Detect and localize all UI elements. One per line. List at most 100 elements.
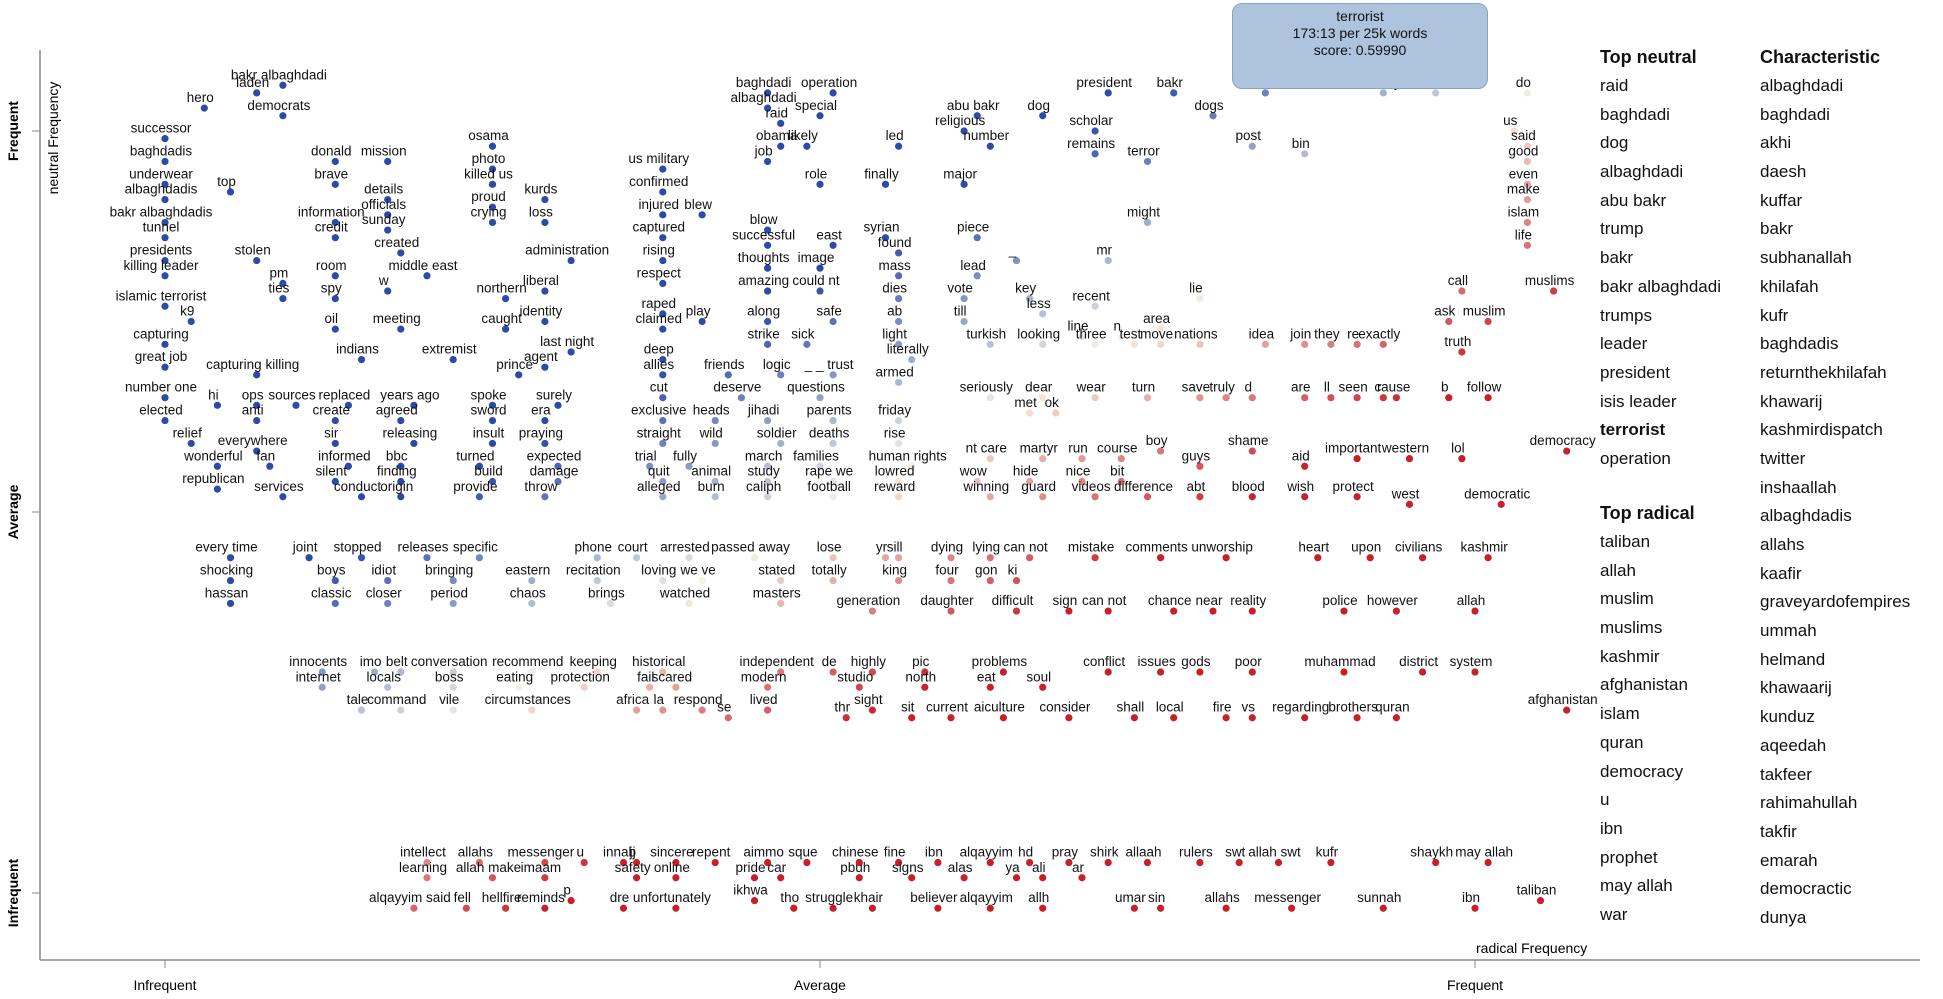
top-neutral-term[interactable]: operation <box>1600 448 1671 468</box>
term-dot <box>764 340 772 348</box>
term-label: pbuh <box>840 860 870 875</box>
top-radical-term[interactable]: quran <box>1600 732 1644 752</box>
term-label: western <box>1381 441 1429 456</box>
characteristic-term[interactable]: subhanallah <box>1760 248 1852 268</box>
top-radical-term[interactable]: afghanistan <box>1600 675 1688 695</box>
term-label: de <box>822 654 837 669</box>
top-radical-term[interactable]: ibn <box>1600 818 1623 838</box>
top-neutral-term[interactable]: president <box>1600 362 1670 382</box>
characteristic-term[interactable]: ummah <box>1760 621 1817 641</box>
term-dot <box>331 477 339 486</box>
term-dot <box>895 272 903 280</box>
term-dot <box>488 203 497 211</box>
term-label: dogs <box>1194 98 1224 113</box>
term-dot <box>1353 493 1361 501</box>
top-radical-term[interactable]: democracy <box>1600 761 1684 781</box>
characteristic-term[interactable]: twitter <box>1760 448 1806 468</box>
top-neutral-term[interactable]: trumps <box>1600 305 1652 325</box>
term-dot <box>816 462 824 470</box>
top-radical-term[interactable]: prophet <box>1600 847 1658 867</box>
term-dot <box>816 264 824 272</box>
term-label: rising <box>643 243 675 258</box>
term-label: dre <box>610 890 630 905</box>
term-label: ties <box>268 281 289 296</box>
characteristic-term[interactable]: khawarij <box>1760 391 1823 411</box>
top-neutral-term[interactable]: raid <box>1600 76 1629 95</box>
characteristic-term[interactable]: inshaallah <box>1760 477 1837 497</box>
term-label: services <box>254 479 304 494</box>
top-radical-term[interactable]: islam <box>1600 704 1640 724</box>
top-neutral-term[interactable]: isis leader <box>1600 391 1677 411</box>
top-neutral-term[interactable]: dog <box>1600 133 1629 153</box>
term-dot <box>829 576 837 585</box>
tooltip-score: score: 0.59990 <box>1313 42 1407 58</box>
term-dot <box>1039 904 1047 912</box>
characteristic-term[interactable]: kuffar <box>1760 190 1803 210</box>
term-dot <box>999 714 1008 722</box>
characteristic-term[interactable]: albaghdadis <box>1760 506 1852 526</box>
top-radical-term[interactable]: u <box>1600 790 1610 810</box>
top-radical-term[interactable]: taliban <box>1600 532 1651 551</box>
characteristic-term[interactable]: kufr <box>1760 305 1789 325</box>
characteristic-term[interactable]: khilafah <box>1760 276 1819 296</box>
characteristic-term[interactable]: emarah <box>1760 850 1818 870</box>
y-tick-label: Infrequent <box>5 858 21 927</box>
characteristic-term[interactable]: helmand <box>1760 649 1826 669</box>
term-dot <box>200 104 208 112</box>
characteristic-term[interactable]: kunduz <box>1760 707 1815 727</box>
top-radical-term[interactable]: allah <box>1600 560 1636 580</box>
top-neutral-term[interactable]: terrorist <box>1600 420 1666 440</box>
characteristic-term[interactable]: graveyardofempires <box>1760 592 1911 612</box>
characteristic-term[interactable]: aqeedah <box>1760 735 1827 755</box>
term-dot <box>1392 714 1400 722</box>
term-dot <box>397 249 405 257</box>
characteristic-term[interactable]: khawaarij <box>1760 678 1832 698</box>
term-label: join <box>1289 326 1311 341</box>
top-neutral-term[interactable]: leader <box>1600 334 1648 354</box>
characteristic-term[interactable]: rahimahullah <box>1760 793 1858 813</box>
top-radical-term[interactable]: may allah <box>1600 876 1673 896</box>
top-neutral-term[interactable]: bakr albaghdadi <box>1600 276 1721 296</box>
term-label: details <box>364 182 403 197</box>
top-radical-term[interactable]: war <box>1600 904 1628 924</box>
term-dot <box>986 142 994 150</box>
top-neutral-term[interactable]: abu bakr <box>1600 190 1667 210</box>
characteristic-term[interactable]: baghdadi <box>1760 104 1830 124</box>
term-dot <box>1091 150 1099 158</box>
term-label: police <box>1322 593 1357 608</box>
term-label: independent <box>740 654 815 669</box>
term-dot <box>1523 180 1531 188</box>
top-neutral-term[interactable]: trump <box>1600 219 1644 239</box>
characteristic-term[interactable]: daesh <box>1760 162 1807 182</box>
characteristic-term[interactable]: takfir <box>1760 821 1797 841</box>
top-neutral-term[interactable]: albaghdadi <box>1600 162 1684 182</box>
term-label: swt <box>1225 845 1245 860</box>
top-radical-term[interactable]: kashmir <box>1600 646 1660 666</box>
term-label: abu bakr <box>947 98 1000 113</box>
characteristic-term[interactable]: allahs <box>1760 535 1805 554</box>
term-label: lying <box>972 540 1000 555</box>
characteristic-term[interactable]: returnthekhilafah <box>1760 362 1887 382</box>
top-neutral-term[interactable]: baghdadi <box>1600 104 1670 124</box>
characteristic-term[interactable]: albaghdadi <box>1760 76 1844 95</box>
characteristic-term[interactable]: bakr <box>1760 219 1794 239</box>
term-dot <box>1012 607 1021 615</box>
term-label: amazing <box>738 273 789 288</box>
term-dot <box>829 493 837 501</box>
characteristic-term[interactable]: takfeer <box>1760 764 1812 784</box>
term-label: expected <box>527 448 582 463</box>
top-radical-term[interactable]: muslims <box>1600 618 1663 638</box>
term-label: muslims <box>1525 273 1575 288</box>
characteristic-term[interactable]: kaafir <box>1760 563 1802 583</box>
top-neutral-list: raid baghdadi dog albaghdadi abu bakr trump ba… <box>1600 72 1721 474</box>
characteristic-term[interactable]: dunya <box>1760 907 1807 927</box>
term-dot <box>253 371 261 379</box>
characteristic-term[interactable]: akhi <box>1760 133 1792 153</box>
characteristic-term[interactable]: kashmirdispatch <box>1760 420 1883 440</box>
characteristic-term[interactable]: democractic <box>1760 879 1852 899</box>
term-label: ask <box>1434 304 1455 319</box>
top-neutral-term[interactable]: bakr <box>1600 248 1634 268</box>
term-label: ikhwa <box>733 883 768 898</box>
top-radical-term[interactable]: muslim <box>1600 589 1654 609</box>
characteristic-term[interactable]: baghdadis <box>1760 334 1839 354</box>
